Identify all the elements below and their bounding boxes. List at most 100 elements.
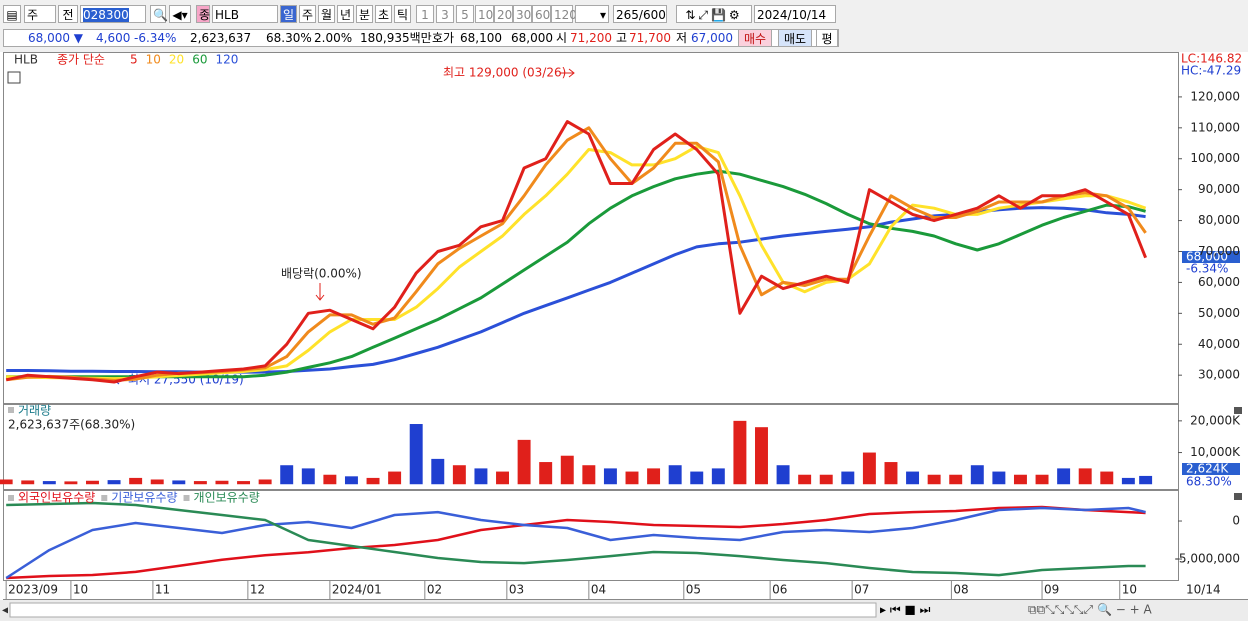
panel-close[interactable] — [1234, 493, 1242, 500]
volume-bar — [280, 465, 294, 485]
volume-bar — [21, 480, 35, 485]
volume-bar — [409, 424, 423, 485]
menu-icon[interactable]: ▤ — [3, 5, 21, 23]
interval[interactable]: 120 — [551, 5, 577, 23]
series-line — [6, 505, 1146, 580]
tool-icons[interactable]: ⇅⤢💾⚙ — [676, 5, 752, 23]
interval[interactable]: 5 — [456, 5, 474, 23]
interval[interactable]: 1 — [416, 5, 434, 23]
period-tick[interactable]: 틱 — [394, 5, 411, 23]
market-select[interactable]: 주 — [24, 5, 56, 23]
interval[interactable]: 30 — [513, 5, 532, 23]
volume-bar — [798, 474, 812, 485]
hc-label: HC:-47.29 — [1181, 64, 1241, 78]
y-tick-label: 110,000 — [1190, 120, 1240, 134]
interval[interactable]: 10 — [475, 5, 494, 23]
high: 71,700 — [629, 31, 671, 45]
y-tick-label: -5,000,000 — [1175, 552, 1240, 566]
legend-entry: 60 — [192, 53, 207, 67]
sell-button[interactable]: 매도 — [778, 29, 812, 47]
volume-bar — [668, 465, 682, 485]
volume-bar — [452, 465, 466, 485]
y-tick-label: 50,000 — [1198, 306, 1240, 320]
annotation-arrow — [315, 283, 325, 301]
series-line — [6, 169, 1146, 379]
name-input[interactable]: HLB — [212, 5, 278, 23]
table-icon[interactable] — [7, 71, 21, 84]
date-input[interactable]: 2024/10/14 — [754, 5, 836, 23]
volume-bar — [431, 458, 445, 485]
volume-bar — [388, 471, 402, 485]
avg-button[interactable]: 평 — [816, 29, 838, 47]
scrollbar[interactable] — [9, 602, 877, 618]
volume-bar — [647, 468, 661, 485]
volume-bar — [884, 462, 898, 485]
interval-select[interactable]: ▾ — [575, 5, 609, 23]
period-month[interactable]: 월 — [318, 5, 335, 23]
period-day[interactable]: 일 — [280, 5, 297, 23]
last-volume-box — [1182, 463, 1240, 475]
last-price: 68,000 — [1186, 250, 1228, 264]
volume-bar — [193, 481, 207, 485]
play-controls[interactable]: ▸ ⏮ ■ ⏭ — [880, 603, 931, 617]
lc-label: LC:146.82 — [1181, 52, 1242, 66]
series-line — [5, 120, 1147, 384]
y-tick-label: 40,000 — [1198, 337, 1240, 351]
volume-bar — [474, 468, 488, 485]
x-tick-label: 09 — [1044, 583, 1059, 597]
panel-close[interactable] — [1234, 407, 1242, 414]
count-max: /600 — [638, 8, 666, 22]
period-second[interactable]: 초 — [375, 5, 392, 23]
x-tick-label: 10 — [73, 583, 88, 597]
symbol: HLB — [14, 53, 38, 67]
volume-bar — [711, 468, 725, 485]
volume-bar — [258, 479, 272, 485]
last-change: -6.34% — [1186, 262, 1228, 276]
bid-label: 호가 — [432, 31, 455, 45]
period-minute[interactable]: 분 — [356, 5, 373, 23]
volume-bar — [1121, 477, 1135, 485]
tool-icons[interactable]: ⧉⧉⤡⤡⤡⤡⤢ 🔍 − + A — [1028, 602, 1152, 617]
buy-button[interactable]: 매수 — [738, 29, 772, 47]
volume-bar — [949, 474, 963, 485]
volume-bar — [1139, 475, 1153, 485]
period-week[interactable]: 주 — [299, 5, 316, 23]
legend-entry: 10 — [146, 53, 161, 67]
volume-bar — [150, 479, 164, 485]
y-tick-label: 20,000K — [1190, 413, 1241, 427]
volume-bar — [690, 471, 704, 485]
date-label: 10/14 — [1186, 583, 1221, 597]
legend-entry: 20 — [169, 53, 184, 67]
sound-button[interactable]: ◀▾ — [169, 5, 191, 23]
count-box[interactable]: 265/600 — [613, 5, 667, 23]
annotation-high: 최고 129,000 (03/26) — [443, 66, 566, 80]
search-button[interactable]: 🔍 — [150, 5, 168, 23]
interval[interactable]: 3 — [436, 5, 454, 23]
y-tick-label: 30,000 — [1198, 368, 1240, 382]
code-input[interactable]: 028300 — [80, 5, 146, 23]
open-label: 시 — [556, 31, 568, 45]
y-tick-label: 90,000 — [1198, 182, 1240, 196]
last-volume: 2,624K — [1186, 462, 1229, 476]
period-year[interactable]: 년 — [337, 5, 354, 23]
last-volume-pct: 68.30% — [1186, 475, 1232, 489]
volume-ratio: 68.30% — [266, 31, 312, 45]
volume-bar — [344, 476, 358, 485]
y-tick-label: 70,000 — [1198, 244, 1240, 258]
low: 67,000 — [691, 31, 733, 45]
chart: ◂ ▸ ⏮ ■ ⏭ ⧉⧉⤡⤡⤡⤡⤢ 🔍 − + A HLB 종가 단순 LC:1… — [0, 52, 1248, 621]
volume-bar — [927, 474, 941, 485]
x-tick-label: 07 — [854, 583, 869, 597]
volume-bar — [992, 471, 1006, 485]
scroll-left[interactable]: ◂ — [2, 603, 8, 617]
volume-bar — [107, 480, 121, 485]
x-tick-label: 05 — [686, 583, 701, 597]
low-label: 저 — [676, 31, 688, 45]
volume-bar — [237, 481, 251, 485]
volume-bar — [64, 481, 78, 485]
interval[interactable]: 20 — [494, 5, 513, 23]
interval[interactable]: 60 — [532, 5, 551, 23]
volume-bar — [733, 420, 747, 485]
prev-button[interactable]: 전 — [58, 5, 78, 23]
